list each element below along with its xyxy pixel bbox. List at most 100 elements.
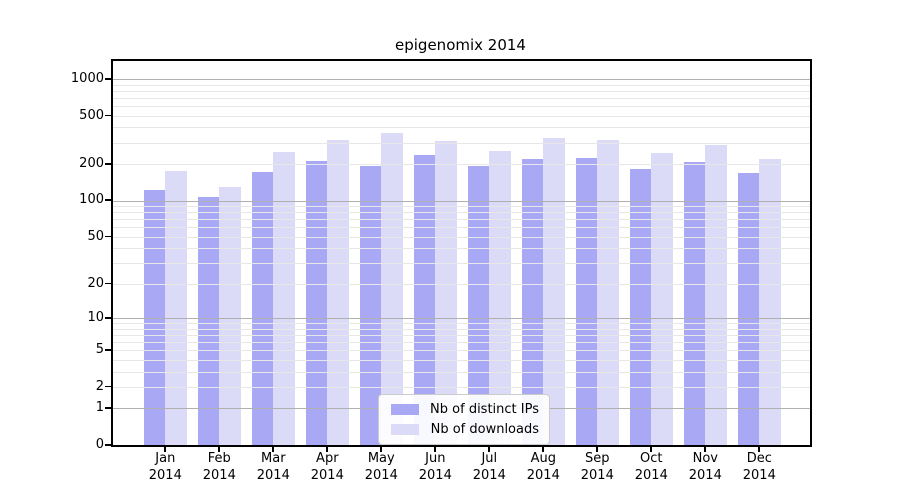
x-tick-mark-mar bbox=[272, 447, 274, 452]
bar-apr-ips bbox=[305, 160, 328, 445]
bar-feb-ips bbox=[197, 196, 220, 445]
x-tick-mark-jan bbox=[164, 447, 166, 452]
x-tick-label-oct: Oct 2014 bbox=[634, 451, 668, 483]
bar-dec-downloads bbox=[759, 159, 781, 445]
x-tick-mark-oct bbox=[650, 447, 652, 452]
bar-nov-ips bbox=[683, 161, 706, 445]
gridline-minor-2 bbox=[113, 386, 810, 388]
x-tick-label-aug: Aug 2014 bbox=[526, 451, 560, 483]
y-tick-mark-50 bbox=[105, 235, 111, 238]
y-tick-label-200: 200 bbox=[79, 156, 104, 171]
y-tick-label-0: 0 bbox=[95, 437, 104, 452]
y-tick-mark-5 bbox=[105, 349, 111, 351]
gridline-minor-40 bbox=[113, 248, 810, 250]
gridline-minor-60 bbox=[113, 227, 810, 229]
y-tick-label-50: 50 bbox=[87, 228, 104, 244]
legend-label-downloads: Nb of downloads bbox=[430, 422, 539, 437]
y-tick-mark-20 bbox=[105, 282, 111, 285]
bar-sep-ips bbox=[575, 157, 598, 445]
bar-apr-downloads bbox=[327, 140, 349, 445]
x-tick-mark-feb bbox=[218, 447, 220, 452]
bar-sep-downloads bbox=[597, 140, 619, 445]
legend-label-distinct-ips: Nb of distinct IPs bbox=[430, 402, 539, 417]
gridline-minor-400 bbox=[113, 127, 810, 129]
gridline-minor-80 bbox=[113, 212, 810, 214]
x-tick-mark-aug bbox=[542, 447, 544, 452]
x-tick-label-mar: Mar 2014 bbox=[256, 451, 290, 483]
bar-jul-ips bbox=[467, 166, 490, 445]
gridline-minor-20 bbox=[113, 283, 810, 285]
gridline-minor-600 bbox=[113, 106, 810, 107]
chart-title: epigenomix 2014 bbox=[395, 36, 526, 54]
gridline-minor-4 bbox=[113, 359, 810, 361]
bar-may-downloads bbox=[381, 133, 403, 445]
bar-oct-ips bbox=[629, 169, 652, 445]
y-tick-mark-1 bbox=[105, 407, 111, 409]
gridline-minor-50 bbox=[113, 236, 810, 238]
y-tick-label-10: 10 bbox=[87, 309, 104, 325]
y-tick-label-20: 20 bbox=[87, 275, 104, 291]
y-tick-label-1000: 1000 bbox=[70, 70, 104, 86]
x-tick-label-dec: Dec 2014 bbox=[742, 451, 776, 483]
gridline-minor-8 bbox=[113, 328, 810, 330]
x-tick-mark-jun bbox=[434, 447, 436, 452]
y-tick-label-2: 2 bbox=[95, 378, 104, 394]
gridline-minor-800 bbox=[113, 90, 810, 92]
gridline-minor-3 bbox=[113, 371, 810, 373]
gridline-minor-6 bbox=[113, 341, 810, 343]
x-tick-mark-apr bbox=[326, 447, 328, 452]
x-tick-mark-may bbox=[380, 447, 382, 452]
y-tick-mark-200 bbox=[105, 163, 111, 165]
legend-row-downloads: Nb of downloads bbox=[391, 422, 539, 437]
gridline-minor-700 bbox=[113, 97, 810, 99]
y-tick-mark-1000 bbox=[105, 77, 111, 80]
plot-area: Nb of distinct IPs Nb of downloads bbox=[111, 59, 812, 447]
legend-swatch-distinct-ips bbox=[391, 404, 419, 415]
legend: Nb of distinct IPs Nb of downloads bbox=[378, 394, 550, 445]
y-tick-label-500: 500 bbox=[79, 107, 104, 123]
bar-aug-downloads bbox=[543, 137, 565, 445]
gridline-major-10 bbox=[113, 318, 810, 319]
bar-nov-downloads bbox=[705, 145, 727, 445]
x-tick-label-apr: Apr 2014 bbox=[310, 451, 344, 483]
x-tick-label-may: May 2014 bbox=[364, 451, 398, 483]
y-tick-mark-10 bbox=[105, 316, 111, 319]
plot-inner bbox=[113, 61, 810, 445]
x-tick-mark-sep bbox=[596, 447, 598, 452]
gridline-major-100 bbox=[113, 200, 810, 202]
x-tick-label-feb: Feb 2014 bbox=[202, 451, 236, 483]
bar-mar-downloads bbox=[273, 152, 295, 445]
bar-jan-ips bbox=[143, 190, 166, 445]
y-tick-mark-0 bbox=[105, 444, 111, 446]
bar-feb-downloads bbox=[219, 186, 241, 445]
bar-aug-ips bbox=[521, 159, 544, 445]
gridline-minor-300 bbox=[113, 142, 810, 144]
legend-row-distinct-ips: Nb of distinct IPs bbox=[391, 402, 539, 417]
bar-oct-downloads bbox=[651, 153, 673, 445]
bar-dec-ips bbox=[737, 172, 760, 445]
x-tick-mark-dec bbox=[758, 447, 760, 452]
gridline-minor-30 bbox=[113, 263, 810, 265]
y-tick-label-5: 5 bbox=[95, 342, 104, 358]
x-tick-label-jan: Jan 2014 bbox=[148, 451, 182, 483]
x-tick-label-nov: Nov 2014 bbox=[688, 451, 722, 483]
gridline-minor-500 bbox=[113, 115, 810, 117]
x-tick-mark-jul bbox=[488, 447, 490, 452]
gridline-minor-5 bbox=[113, 350, 810, 352]
gridline-major-1000 bbox=[113, 78, 810, 80]
y-tick-label-1: 1 bbox=[95, 400, 104, 416]
bar-jun-downloads bbox=[435, 141, 457, 445]
gridline-minor-900 bbox=[113, 84, 810, 86]
y-tick-mark-500 bbox=[105, 114, 111, 117]
bar-jan-downloads bbox=[165, 171, 187, 445]
gridline-minor-90 bbox=[113, 206, 810, 207]
x-tick-mark-nov bbox=[704, 447, 706, 452]
bar-may-ips bbox=[359, 165, 382, 445]
gridline-minor-7 bbox=[113, 334, 810, 336]
legend-swatch-downloads bbox=[391, 424, 419, 435]
gridline-minor-70 bbox=[113, 219, 810, 221]
gridline-minor-200 bbox=[113, 164, 810, 165]
x-tick-label-jun: Jun 2014 bbox=[418, 451, 452, 483]
y-tick-mark-100 bbox=[105, 199, 111, 202]
